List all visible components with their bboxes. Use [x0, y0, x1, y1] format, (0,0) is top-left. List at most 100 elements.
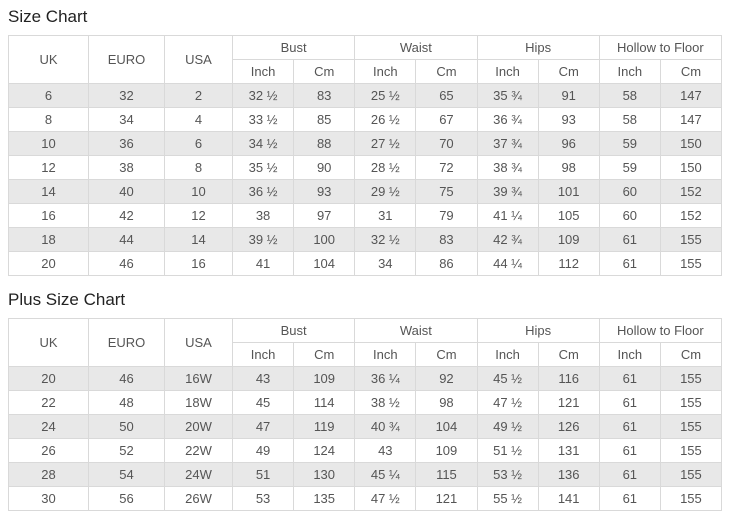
- table-cell: 10: [164, 179, 233, 204]
- table-cell: 75: [415, 179, 478, 204]
- table-cell: 83: [415, 227, 478, 252]
- table-cell: 100: [293, 227, 356, 252]
- table-cell: 90: [293, 155, 356, 180]
- table-cell: 12: [8, 155, 89, 180]
- table-cell: 35 ¾: [476, 83, 539, 108]
- table-row: 14 40 10 36 ½ 93 29 ½ 75 39 ¾ 101 60 152: [8, 179, 723, 204]
- table-cell: 155: [659, 227, 723, 252]
- table-cell: 92: [415, 366, 478, 391]
- table-cell: 150: [659, 131, 723, 156]
- unit-header: Inch: [598, 59, 661, 84]
- table-cell: 8: [164, 155, 233, 180]
- table-cell: 26W: [164, 486, 233, 511]
- table-row: 6 32 2 32 ½ 83 25 ½ 65 35 ¾ 91 58 147: [8, 83, 723, 108]
- table-cell: 16W: [164, 366, 233, 391]
- table-cell: 36 ¼: [354, 366, 417, 391]
- table-cell: 58: [598, 107, 661, 132]
- group-header: Hips: [476, 318, 600, 343]
- table-cell: 28 ½: [354, 155, 417, 180]
- column-header: USA: [164, 35, 233, 84]
- table-row: 20 46 16 41 104 34 86 44 ¼ 112 61 155: [8, 251, 723, 276]
- table-cell: 47 ½: [476, 390, 539, 415]
- table-cell: 29 ½: [354, 179, 417, 204]
- group-header: Hollow to Floor: [598, 35, 723, 60]
- table-cell: 20: [8, 366, 89, 391]
- table-cell: 26: [8, 438, 89, 463]
- table-row: 8 34 4 33 ½ 85 26 ½ 67 36 ¾ 93 58 147: [8, 107, 723, 132]
- table-cell: 96: [537, 131, 600, 156]
- table-cell: 16: [164, 251, 233, 276]
- table-cell: 6: [8, 83, 89, 108]
- table-cell: 28: [8, 462, 89, 487]
- column-header: EURO: [88, 35, 165, 84]
- unit-header: Cm: [415, 59, 478, 84]
- table-cell: 61: [598, 438, 661, 463]
- table-cell: 60: [598, 203, 661, 228]
- table-cell: 97: [293, 203, 356, 228]
- table-cell: 150: [659, 155, 723, 180]
- table-cell: 52: [88, 438, 165, 463]
- table-cell: 34: [354, 251, 417, 276]
- unit-header: Cm: [293, 59, 356, 84]
- table-cell: 12: [164, 203, 233, 228]
- unit-header: Inch: [231, 59, 295, 84]
- table-cell: 98: [415, 390, 478, 415]
- table-cell: 147: [659, 107, 723, 132]
- table-cell: 31: [354, 203, 417, 228]
- header-row-groups: UK EURO USA Bust Waist Hips Hollow to Floor: [8, 318, 723, 367]
- table-cell: 45: [231, 390, 295, 415]
- table-cell: 93: [293, 179, 356, 204]
- table-cell: 32 ½: [354, 227, 417, 252]
- unit-header: Inch: [354, 342, 417, 367]
- table-cell: 4: [164, 107, 233, 132]
- group-header: Hips: [476, 35, 600, 60]
- table-cell: 91: [537, 83, 600, 108]
- table-cell: 36: [88, 131, 165, 156]
- table-cell: 51 ½: [476, 438, 539, 463]
- table-cell: 124: [293, 438, 356, 463]
- table-row: 22 48 18W 45 114 38 ½ 98 47 ½ 121 61 155: [8, 390, 723, 415]
- table-cell: 112: [537, 251, 600, 276]
- table-cell: 61: [598, 227, 661, 252]
- table-cell: 61: [598, 366, 661, 391]
- table-cell: 36 ¾: [476, 107, 539, 132]
- unit-header: Cm: [415, 342, 478, 367]
- table-cell: 85: [293, 107, 356, 132]
- column-header: USA: [164, 318, 233, 367]
- group-header: Bust: [231, 35, 356, 60]
- table-cell: 45 ¼: [354, 462, 417, 487]
- table-cell: 38: [88, 155, 165, 180]
- table-cell: 88: [293, 131, 356, 156]
- table-cell: 61: [598, 486, 661, 511]
- table-cell: 27 ½: [354, 131, 417, 156]
- table-cell: 61: [598, 390, 661, 415]
- table-cell: 44: [88, 227, 165, 252]
- table-cell: 61: [598, 251, 661, 276]
- table-cell: 49 ½: [476, 414, 539, 439]
- column-header: UK: [8, 35, 89, 84]
- table-cell: 155: [659, 462, 723, 487]
- unit-header: Cm: [537, 342, 600, 367]
- table-cell: 61: [598, 414, 661, 439]
- table-cell: 65: [415, 83, 478, 108]
- table-cell: 58: [598, 83, 661, 108]
- table-cell: 24: [8, 414, 89, 439]
- unit-header: Cm: [659, 59, 723, 84]
- table-row: 28 54 24W 51 130 45 ¼ 115 53 ½ 136 61 155: [8, 462, 723, 487]
- table-cell: 40 ¾: [354, 414, 417, 439]
- table-row: 12 38 8 35 ½ 90 28 ½ 72 38 ¾ 98 59 150: [8, 155, 723, 180]
- table-cell: 24W: [164, 462, 233, 487]
- table-cell: 109: [293, 366, 356, 391]
- table-cell: 43: [231, 366, 295, 391]
- table-cell: 79: [415, 203, 478, 228]
- table-cell: 14: [8, 179, 89, 204]
- table-cell: 36 ½: [231, 179, 295, 204]
- header-row-units: Inch Cm Inch Cm Inch Cm Inch Cm: [9, 342, 723, 367]
- group-header: Waist: [354, 318, 478, 343]
- table-cell: 155: [659, 438, 723, 463]
- table-cell: 98: [537, 155, 600, 180]
- table-cell: 40: [88, 179, 165, 204]
- table-cell: 20: [8, 251, 89, 276]
- table-cell: 60: [598, 179, 661, 204]
